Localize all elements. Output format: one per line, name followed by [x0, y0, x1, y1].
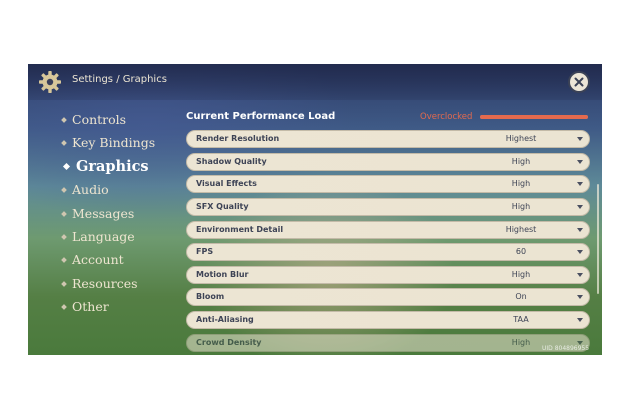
- dropdown-arrow-icon: [577, 250, 583, 255]
- setting-label: Motion Blur: [196, 269, 249, 279]
- setting-dropdown[interactable]: High: [487, 270, 579, 279]
- dropdown-arrow-icon: [577, 182, 583, 187]
- close-icon: [574, 77, 584, 87]
- setting-value: High: [511, 179, 531, 189]
- sidebar-item-account[interactable]: Account: [61, 248, 172, 271]
- performance-status: Overclocked: [420, 112, 473, 122]
- sidebar-item-audio[interactable]: Audio: [61, 178, 172, 201]
- sidebar-item-label: Controls: [72, 112, 127, 127]
- diamond-icon: [61, 187, 67, 194]
- diamond-icon: [62, 162, 71, 170]
- setting-row-shadow-quality[interactable]: Shadow Quality High: [186, 152, 590, 171]
- sidebar-item-label: Graphics: [76, 157, 149, 175]
- setting-value: Highest: [505, 134, 537, 143]
- setting-value: TAA: [513, 315, 529, 325]
- diamond-icon: [61, 280, 67, 287]
- uid-label: UID 804896955: [542, 345, 590, 352]
- setting-label: Visual Effects: [196, 179, 257, 189]
- performance-load-fill: [480, 115, 588, 119]
- diamond-icon: [61, 210, 67, 217]
- setting-dropdown[interactable]: Highest: [487, 134, 579, 143]
- close-button[interactable]: [568, 71, 590, 93]
- sidebar-item-label: Messages: [72, 205, 135, 221]
- setting-value: High: [511, 337, 531, 347]
- sidebar-item-other[interactable]: Other: [61, 295, 172, 318]
- setting-label: Anti-Aliasing: [196, 315, 254, 325]
- sidebar-item-messages[interactable]: Messages: [61, 202, 172, 225]
- setting-dropdown[interactable]: High: [487, 202, 579, 211]
- setting-dropdown[interactable]: 60: [487, 247, 579, 256]
- top-bar: Settings / Graphics: [28, 64, 602, 100]
- diamond-icon: [61, 117, 67, 123]
- setting-label: Render Resolution: [196, 134, 280, 143]
- sidebar-item-graphics[interactable]: Graphics: [62, 155, 172, 178]
- performance-load-title: Current Performance Load: [186, 111, 336, 122]
- sidebar-item-label: Account: [72, 252, 124, 268]
- setting-dropdown[interactable]: High: [487, 157, 579, 166]
- setting-label: Crowd Density: [196, 337, 262, 347]
- setting-row-motion-blur[interactable]: Motion Blur High: [186, 265, 590, 284]
- setting-row-crowd-density[interactable]: Crowd Density High: [186, 333, 590, 352]
- setting-row-visual-effects[interactable]: Visual Effects High: [186, 175, 590, 194]
- setting-label: Bloom: [196, 292, 225, 302]
- sidebar-item-controls[interactable]: Controls: [61, 108, 172, 131]
- setting-row-render-resolution[interactable]: Render Resolution Highest: [186, 130, 590, 148]
- setting-dropdown[interactable]: Highest: [487, 225, 579, 234]
- sidebar-item-label: Audio: [72, 182, 109, 198]
- setting-value: 60: [515, 247, 527, 257]
- game-settings-screen: Settings / Graphics Controls Key Binding…: [28, 64, 602, 355]
- dropdown-arrow-icon: [577, 340, 583, 345]
- setting-row-fps[interactable]: FPS 60: [186, 243, 590, 262]
- breadcrumb: Settings / Graphics: [72, 74, 167, 85]
- dropdown-arrow-icon: [577, 227, 583, 232]
- setting-label: SFX Quality: [196, 201, 249, 211]
- diamond-icon: [61, 257, 67, 264]
- setting-value: On: [515, 292, 527, 302]
- setting-value: High: [511, 269, 531, 279]
- dropdown-arrow-icon: [577, 272, 583, 277]
- setting-dropdown[interactable]: High: [487, 338, 579, 347]
- sidebar-item-label: Other: [72, 299, 109, 315]
- sidebar-item-label: Resources: [72, 275, 138, 291]
- setting-label: Shadow Quality: [196, 156, 267, 166]
- sidebar-item-resources[interactable]: Resources: [61, 272, 172, 295]
- settings-sidebar: Controls Key Bindings Graphics Audio Mes…: [61, 108, 172, 319]
- diamond-icon: [61, 304, 67, 310]
- setting-value: Highest: [505, 224, 537, 234]
- dropdown-arrow-icon: [577, 137, 583, 141]
- diamond-icon: [61, 140, 67, 147]
- setting-dropdown[interactable]: On: [487, 292, 579, 301]
- dropdown-arrow-icon: [577, 318, 583, 323]
- setting-label: Environment Detail: [196, 224, 284, 234]
- sidebar-item-language[interactable]: Language: [61, 225, 172, 248]
- setting-row-anti-aliasing[interactable]: Anti-Aliasing TAA: [186, 311, 590, 330]
- setting-value: High: [511, 156, 531, 166]
- setting-label: FPS: [196, 247, 214, 257]
- sidebar-item-label: Key Bindings: [72, 135, 156, 151]
- setting-row-bloom[interactable]: Bloom On: [186, 288, 590, 307]
- setting-value: High: [511, 201, 531, 211]
- setting-dropdown[interactable]: High: [487, 179, 579, 188]
- dropdown-arrow-icon: [577, 295, 583, 300]
- settings-list: Render Resolution Highest Shadow Quality H…: [186, 130, 590, 355]
- settings-scrollbar[interactable]: [597, 184, 599, 294]
- setting-dropdown[interactable]: TAA: [487, 315, 579, 324]
- gear-icon: [39, 71, 61, 93]
- setting-row-environment-detail[interactable]: Environment Detail Highest: [186, 220, 590, 239]
- setting-row-sfx-quality[interactable]: SFX Quality High: [186, 197, 590, 216]
- dropdown-arrow-icon: [577, 159, 583, 164]
- diamond-icon: [61, 234, 67, 240]
- sidebar-item-label: Language: [72, 228, 135, 244]
- performance-load-bar: [480, 115, 588, 119]
- sidebar-item-key-bindings[interactable]: Key Bindings: [61, 131, 172, 154]
- dropdown-arrow-icon: [577, 204, 583, 209]
